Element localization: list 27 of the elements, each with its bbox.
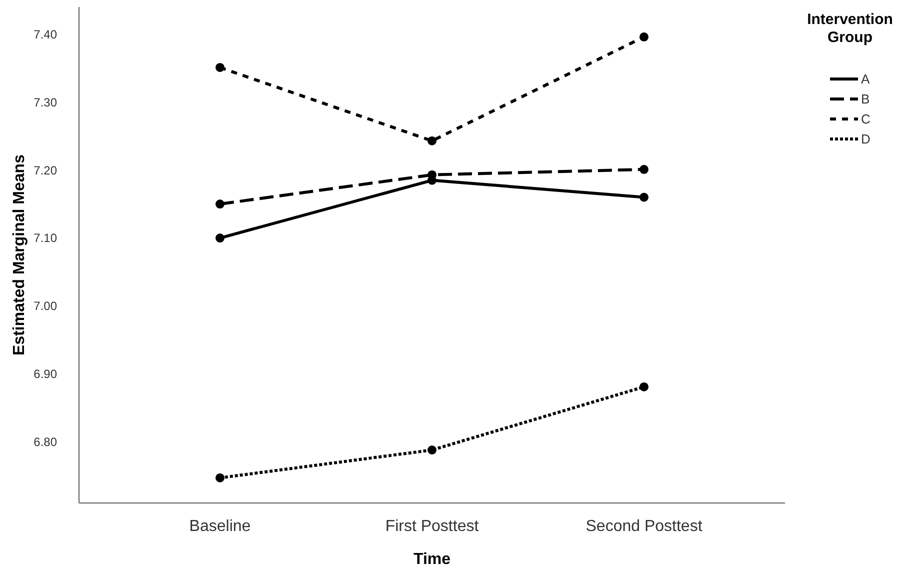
x-tick-label: First Posttest [385,518,480,535]
point [428,446,436,455]
point [215,62,224,72]
y-tick-label: 7.30 [34,95,58,110]
point [428,136,436,146]
legend-title: Intervention Group [807,11,893,46]
legend-label: B [861,92,870,107]
point [215,234,224,243]
y-axis-title: Estimated Marginal Means [11,154,28,356]
y-tick-label: 6.90 [34,367,58,382]
legend-label: C [861,112,870,127]
legend-label: D [861,132,870,147]
x-axis-title: Time [413,551,451,568]
point [640,164,649,174]
y-tick-label: 6.80 [34,435,58,450]
point [215,473,224,482]
point [640,32,649,42]
y-tick-label: 7.40 [34,27,58,42]
x-tick-label: Second Posttest [586,518,703,535]
x-tick-label: Baseline [189,518,251,535]
point [215,200,224,209]
y-tick-label: 7.20 [34,163,58,178]
point [640,192,649,202]
point [640,382,649,392]
y-tick-label: 7.10 [34,231,58,246]
legend-label: A [861,72,870,87]
y-tick-label: 7.00 [34,299,58,314]
